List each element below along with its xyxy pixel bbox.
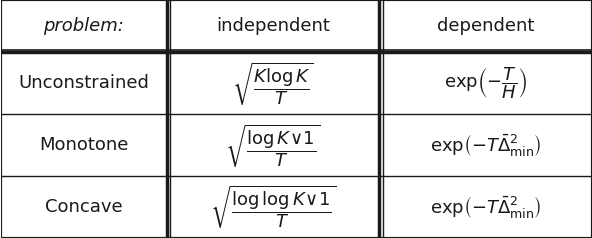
- Text: $\sqrt{\dfrac{\log K\!\vee\!1}{T}}$: $\sqrt{\dfrac{\log K\!\vee\!1}{T}}$: [225, 122, 321, 169]
- Text: independent: independent: [216, 17, 330, 35]
- Text: dependent: dependent: [437, 17, 535, 35]
- Text: Concave: Concave: [45, 198, 123, 216]
- Text: $\sqrt{\dfrac{\log\log K\!\vee\!1}{T}}$: $\sqrt{\dfrac{\log\log K\!\vee\!1}{T}}$: [210, 184, 336, 230]
- Text: Unconstrained: Unconstrained: [18, 74, 149, 92]
- Text: $\exp\!\left(-\dfrac{T}{H}\right)$: $\exp\!\left(-\dfrac{T}{H}\right)$: [444, 65, 527, 101]
- Text: Monotone: Monotone: [39, 136, 128, 154]
- Text: $\sqrt{\dfrac{K \log K}{T}}$: $\sqrt{\dfrac{K \log K}{T}}$: [232, 60, 314, 107]
- Text: problem:: problem:: [43, 17, 124, 35]
- Text: $\exp\!\left(-T\bar{\Delta}^{2}_{\min}\right)$: $\exp\!\left(-T\bar{\Delta}^{2}_{\min}\r…: [430, 132, 542, 158]
- Text: $\exp\!\left(-T\bar{\Delta}^{2}_{\min}\right)$: $\exp\!\left(-T\bar{\Delta}^{2}_{\min}\r…: [430, 194, 542, 220]
